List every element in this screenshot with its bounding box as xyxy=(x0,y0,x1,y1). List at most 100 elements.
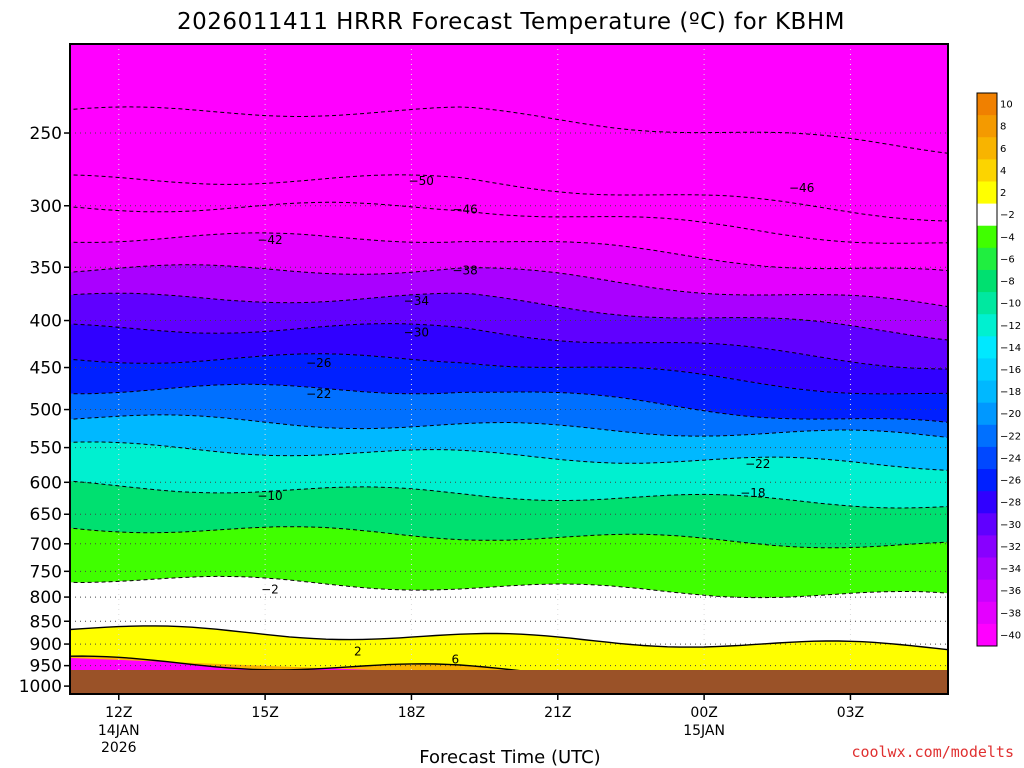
colorbar-frame xyxy=(976,92,998,647)
colorbar-swatch xyxy=(977,424,997,448)
isotherm-dashed xyxy=(70,441,948,471)
colorbar-swatch xyxy=(977,159,997,182)
colorbar-label: 4 xyxy=(1000,166,1006,177)
contour-label: −46 xyxy=(789,181,814,195)
x-tick-label: 12Z xyxy=(105,705,132,721)
colorbar-swatch xyxy=(977,535,997,559)
y-tick-label: 900 xyxy=(30,635,62,655)
contour-label: −34 xyxy=(404,294,429,308)
temperature-band xyxy=(70,106,948,221)
colorbar-swatch xyxy=(977,601,997,625)
x-axis-title: Forecast Time (UTC) xyxy=(419,747,600,768)
isotherm-dashed xyxy=(70,480,948,509)
colorbar-label: −30 xyxy=(1000,520,1021,531)
y-tick-label: 600 xyxy=(30,473,62,493)
contour-label: 6 xyxy=(452,652,460,666)
colorbar-swatch xyxy=(977,469,997,492)
y-tick-label: 350 xyxy=(30,258,62,278)
colorbar-swatch xyxy=(977,314,997,337)
colorbar-swatch xyxy=(977,225,997,249)
temperature-band xyxy=(70,576,948,650)
colorbar-swatch xyxy=(977,203,997,227)
contour-label: −18 xyxy=(740,486,765,500)
temperature-band xyxy=(70,442,948,508)
colorbar-legend: 10 8 6 4 2 −2 −4 −6 −8 −10 −12 −14 −16 −18 −20 −22 −24 −2… xyxy=(976,92,1021,647)
colorbar-swatch xyxy=(977,247,997,271)
isotherm-solid xyxy=(70,625,948,651)
colorbar-label: 8 xyxy=(1000,122,1006,133)
y-tick-label: 800 xyxy=(30,588,62,608)
colorbar-swatch xyxy=(977,181,997,205)
contour-label: 2 xyxy=(354,645,362,659)
contour-label: −46 xyxy=(452,203,477,217)
temperature-band xyxy=(70,264,948,340)
colorbar-label: −36 xyxy=(1000,586,1021,597)
colorbar-swatch xyxy=(977,137,997,160)
temperature-band xyxy=(70,526,948,598)
y-tick-label: 700 xyxy=(30,535,62,555)
colorbar-label: −22 xyxy=(1000,431,1021,442)
contour-label: −10 xyxy=(257,489,282,503)
x-tick-sublabel: 14JAN xyxy=(98,723,140,739)
colorbar-label: −12 xyxy=(1000,321,1021,332)
y-tick-label: 950 xyxy=(30,657,62,677)
isotherm-dashed xyxy=(70,383,948,423)
isotherm-dashed xyxy=(70,174,948,222)
temperature-band xyxy=(70,353,948,423)
y-tick-label: 750 xyxy=(30,562,62,582)
colorbar-label: −28 xyxy=(1000,498,1021,509)
colorbar-label: −2 xyxy=(1000,210,1015,221)
colorbar-label: −26 xyxy=(1000,476,1021,487)
colorbar-label: −14 xyxy=(1000,343,1021,354)
colorbar-swatch xyxy=(977,115,997,138)
colorbar-label: −18 xyxy=(1000,387,1021,398)
y-tick-label: 450 xyxy=(30,359,62,379)
colorbar-label: −6 xyxy=(1000,254,1015,265)
plot-area: −50−46−46−42−38−34−30−26−22−22−18−10−226 xyxy=(70,44,948,694)
contour-label: −42 xyxy=(257,233,282,247)
ground-surface xyxy=(70,670,948,694)
isotherm-contours xyxy=(70,106,948,686)
colorbar-swatch xyxy=(977,380,997,404)
y-tick-label: 300 xyxy=(30,197,62,217)
isotherm-dashed xyxy=(70,106,948,154)
colorbar-swatch xyxy=(977,579,997,603)
colorbar-label: −32 xyxy=(1000,542,1021,553)
colorbar-label: −24 xyxy=(1000,453,1021,464)
contour-label: −22 xyxy=(306,387,331,401)
credit-text: coolwx.com/modelts xyxy=(851,743,1014,761)
isotherm-dashed xyxy=(70,353,948,395)
colorbar-label: −10 xyxy=(1000,299,1021,310)
temperature-bands xyxy=(70,44,948,694)
temperature-band xyxy=(70,293,948,369)
isotherm-dashed xyxy=(70,414,948,438)
x-tick-label: 18Z xyxy=(398,705,425,721)
colorbar-swatch xyxy=(977,269,997,293)
x-tick-label: 15Z xyxy=(251,705,278,721)
temperature-band xyxy=(70,323,948,394)
contour-label: −50 xyxy=(409,174,434,188)
temperature-band xyxy=(70,232,948,307)
colorbar-swatch xyxy=(977,491,997,514)
colorbar-swatch xyxy=(977,336,997,359)
colorbar-label: −4 xyxy=(1000,232,1015,243)
isotherm-dashed xyxy=(70,201,948,244)
isotherm-dashed xyxy=(70,232,948,272)
contour-label: −22 xyxy=(745,457,770,471)
plot-frame xyxy=(69,43,949,695)
contour-label: −2 xyxy=(261,583,279,597)
colorbar-label: 6 xyxy=(1000,144,1006,155)
colorbar-label: −16 xyxy=(1000,365,1021,376)
grid-lines xyxy=(70,44,948,694)
chart-title: 2026011411 HRRR Forecast Temperature (ºC… xyxy=(177,9,845,35)
colorbar-label: −8 xyxy=(1000,277,1015,288)
x-tick-label: 00Z xyxy=(690,705,717,721)
isotherm-dashed xyxy=(70,575,948,599)
colorbar-label: −38 xyxy=(1000,608,1021,619)
y-tick-label: 550 xyxy=(30,439,62,459)
colorbar-swatch xyxy=(977,292,997,315)
y-tick-label: 400 xyxy=(30,312,62,332)
colorbar-swatch xyxy=(977,358,997,382)
